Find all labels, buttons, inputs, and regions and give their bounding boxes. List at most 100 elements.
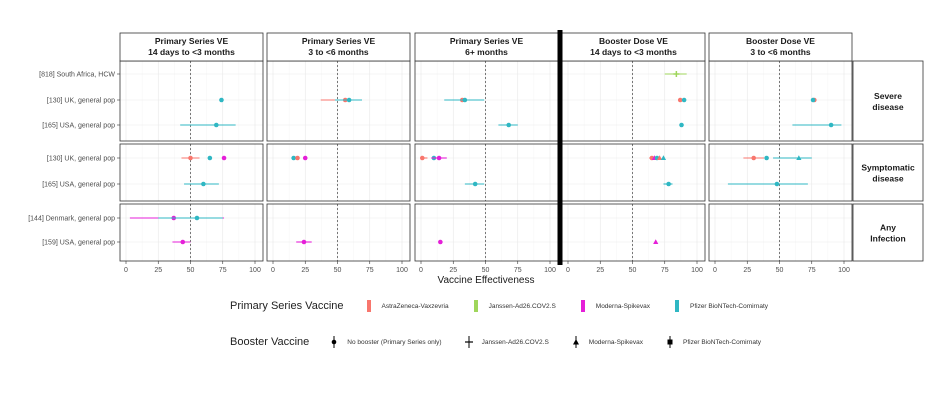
panel-background xyxy=(267,61,410,141)
ve-point-circle xyxy=(436,155,442,161)
panel-border xyxy=(708,143,853,202)
panel-background xyxy=(120,204,263,261)
panel-title-line2: 14 days to <3 months xyxy=(590,47,677,57)
legend-label-booster-pfizer: Pfizer BioNTech-Comirnaty xyxy=(682,338,762,346)
ve-point-circle xyxy=(506,122,512,128)
ve-point-circle xyxy=(180,239,186,245)
x-tick-label: 50 xyxy=(482,267,490,274)
ve-point-circle xyxy=(214,122,219,128)
ve-point-circle xyxy=(681,97,687,103)
x-tick-label: 75 xyxy=(661,267,669,274)
ve-point-circle xyxy=(194,215,200,221)
panel-background xyxy=(709,204,852,261)
legend-label-booster-janssen: Janssen-Ad26.COV2.S xyxy=(481,338,549,346)
panel-background xyxy=(709,144,852,201)
panel-border xyxy=(119,203,264,262)
ve-point-circle xyxy=(219,97,224,103)
ve-point-circle xyxy=(751,155,756,161)
study-label: [165] USA, general pop xyxy=(42,123,115,130)
row-strip-line2: disease xyxy=(872,102,903,112)
panel-background xyxy=(415,61,558,141)
legend-item-astrazeneca: AstraZeneca-Vaxzevria xyxy=(362,299,449,313)
ve-point-circle xyxy=(666,181,671,187)
x-tick-label: 75 xyxy=(219,267,227,274)
row-strip-line2: disease xyxy=(872,174,903,184)
x-tick-label: 25 xyxy=(301,267,309,274)
legend-item-booster-janssen: Janssen-Ad26.COV2.S xyxy=(462,335,549,349)
x-tick-label: 75 xyxy=(514,267,522,274)
ve-point-circle xyxy=(419,155,425,161)
legend-item-janssen: Janssen-Ad26.COV2.S xyxy=(469,299,556,313)
primary-vaccine-legend: Primary Series Vaccine AstraZeneca-Vaxze… xyxy=(230,296,788,316)
astrazeneca-color-key xyxy=(362,299,376,313)
ve-point-circle xyxy=(679,122,684,128)
triangle-icon xyxy=(569,335,583,349)
panel-background xyxy=(120,61,263,141)
ve-point-circle xyxy=(201,181,206,187)
x-tick-label: 50 xyxy=(776,267,784,274)
panel-title-line2: 3 to <6 months xyxy=(308,47,368,57)
row-strip-box xyxy=(852,60,924,142)
x-tick-label: 100 xyxy=(396,267,408,274)
panel-title-line1: Booster Dose VE xyxy=(746,36,815,46)
square-dot-icon xyxy=(663,335,677,349)
panel-header-box xyxy=(119,32,264,62)
x-tick-label: 75 xyxy=(366,267,374,274)
legend-label-moderna: Moderna-Spikevax xyxy=(595,302,650,310)
ve-point-circle xyxy=(302,155,308,161)
ve-point-circle xyxy=(438,239,443,245)
row-strip-line1: Symptomatic xyxy=(861,163,915,173)
ve-point-circle xyxy=(291,155,296,161)
ve-point-circle xyxy=(462,97,468,103)
study-label: [159] USA, general pop xyxy=(42,240,115,247)
x-tick-label: 75 xyxy=(808,267,816,274)
x-axis-title: Vaccine Effectiveness xyxy=(438,275,535,286)
ve-point-circle xyxy=(221,155,227,161)
moderna-color-key xyxy=(576,299,590,313)
ve-point-circle xyxy=(301,239,307,245)
study-label: [130] UK, general pop xyxy=(47,98,115,105)
legend-item-moderna: Moderna-Spikevax xyxy=(576,299,650,313)
ve-point-circle xyxy=(346,97,352,103)
x-tick-label: 100 xyxy=(691,267,703,274)
study-label: [130] UK, general pop xyxy=(47,156,115,163)
panel-header-box xyxy=(414,32,559,62)
panel-background xyxy=(709,61,852,141)
legend-label-pfizer: Pfizer BioNTech-Comirnaty xyxy=(689,302,769,310)
ve-point-circle xyxy=(188,155,193,161)
ve-point-triangle xyxy=(656,155,663,160)
panel-background xyxy=(562,204,705,261)
row-strip-line1: Any xyxy=(880,223,896,233)
row-strip-box xyxy=(852,143,924,202)
legend-label-no-booster: No booster (Primary Series only) xyxy=(347,338,442,346)
panel-background xyxy=(415,144,558,201)
panel-background xyxy=(415,204,558,261)
ve-point-circle xyxy=(207,155,213,161)
booster-vaccine-legend: Booster Vaccine No booster (Primary Seri… xyxy=(230,332,781,352)
panel-background xyxy=(562,144,705,201)
x-tick-label: 50 xyxy=(629,267,637,274)
panel-border xyxy=(266,203,411,262)
panel-border xyxy=(266,143,411,202)
legend-item-booster-moderna: Moderna-Spikevax xyxy=(569,335,643,349)
ve-point-circle xyxy=(764,155,769,161)
panel-background xyxy=(267,144,410,201)
panel-header-box xyxy=(708,32,853,62)
ve-point-triangle xyxy=(660,155,667,160)
panel-title-line1: Primary Series VE xyxy=(302,36,376,46)
plus-icon xyxy=(462,335,476,349)
x-tick-label: 0 xyxy=(713,267,717,274)
x-tick-label: 100 xyxy=(838,267,850,274)
ve-point-circle xyxy=(828,122,834,128)
panel-title-line2: 3 to <6 months xyxy=(750,47,810,57)
panel-title-line1: Booster Dose VE xyxy=(599,36,668,46)
x-tick-label: 0 xyxy=(271,267,275,274)
x-tick-label: 25 xyxy=(596,267,604,274)
x-tick-label: 100 xyxy=(544,267,556,274)
x-tick-label: 50 xyxy=(334,267,342,274)
panel-title-line1: Primary Series VE xyxy=(450,36,524,46)
x-tick-label: 25 xyxy=(743,267,751,274)
ve-point-triangle xyxy=(653,239,659,244)
study-label: [165] USA, general pop xyxy=(42,182,115,189)
row-strip-box xyxy=(852,203,924,262)
